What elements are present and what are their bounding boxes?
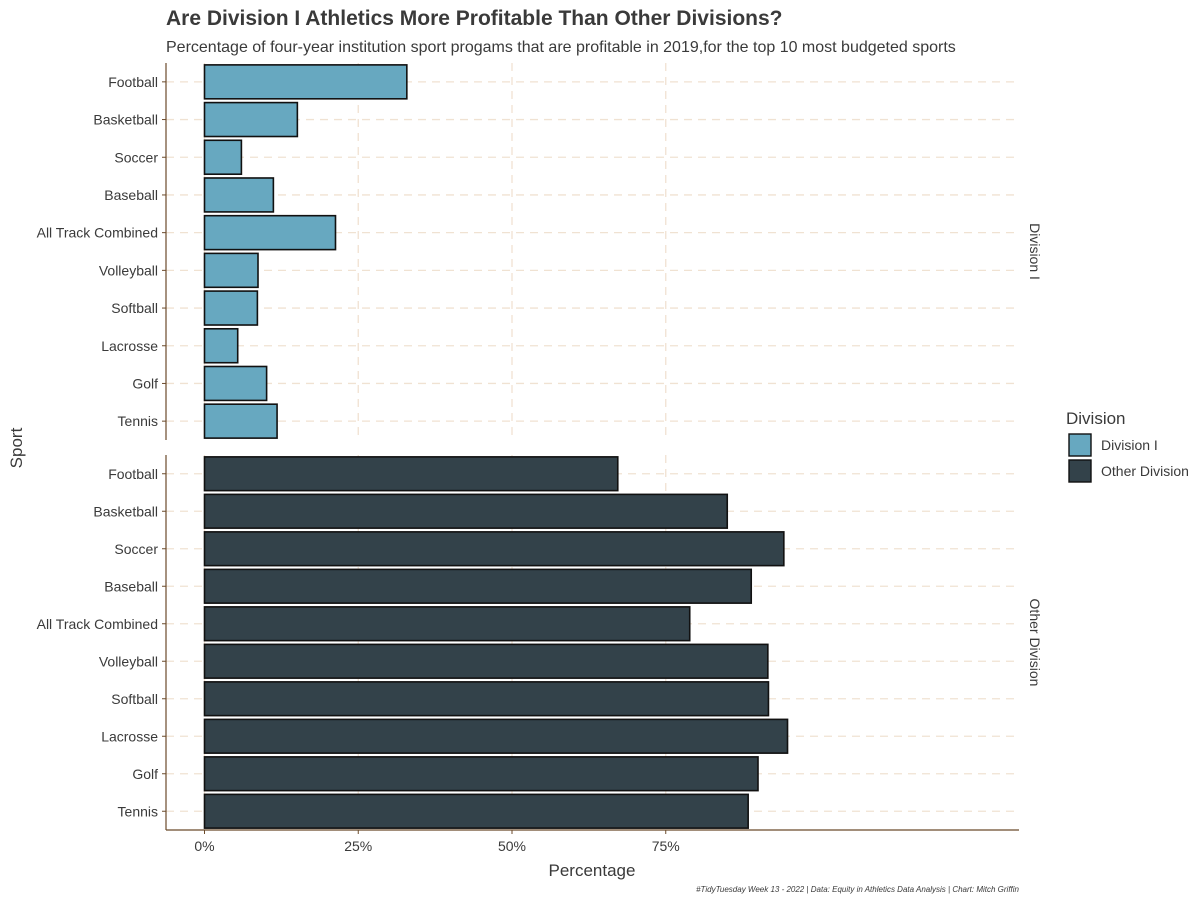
- bar-division-i-all-track-combined: [203, 214, 337, 251]
- bar-division-i-lacrosse: [203, 327, 239, 364]
- bar-other-division-all-track-combined: [203, 606, 691, 642]
- x-tick-label: 50%: [498, 838, 526, 854]
- y-tick-label: Lacrosse: [101, 728, 158, 744]
- y-tick-label: All Track Combined: [37, 616, 158, 632]
- facet-panel-other-division: Football Basketball Soccer Baseball All Trac…: [37, 455, 1043, 830]
- chart-caption: #TidyTuesday Week 13 - 2022 | Data: Equi…: [696, 885, 1019, 894]
- bar-division-i-football: [203, 64, 408, 100]
- bar-other-division-lacrosse: [203, 718, 789, 754]
- x-axis: 0% 25% 50% 75%: [166, 829, 1019, 854]
- x-tick-label: 25%: [344, 838, 372, 854]
- chart-title: Are Division I Athletics More Profitable…: [166, 7, 783, 30]
- y-tick-label: Softball: [111, 300, 158, 316]
- y-tick-label: Tennis: [118, 413, 158, 429]
- y-tick-label: Football: [108, 74, 158, 90]
- bar-division-i-volleyball: [203, 252, 259, 289]
- x-tick-label: 75%: [652, 838, 680, 854]
- y-tick-label: Soccer: [114, 149, 158, 165]
- y-tick-label: Volleyball: [99, 262, 158, 278]
- y-tick-label: Lacrosse: [101, 338, 158, 354]
- y-tick-label: Softball: [111, 691, 158, 707]
- bar-division-i-golf: [203, 365, 268, 402]
- y-tick-label: Golf: [132, 766, 158, 782]
- x-tick-label: 0%: [194, 838, 214, 854]
- y-tick-label: Baseball: [104, 187, 158, 203]
- legend: Division Division I Other Division: [1066, 409, 1189, 483]
- chart-subtitle: Percentage of four-year institution spor…: [166, 39, 956, 56]
- legend-swatch-other-division: [1068, 459, 1092, 483]
- y-axis-title: Sport: [7, 427, 26, 468]
- bar-other-division-softball: [203, 681, 770, 717]
- bar-other-division-baseball: [203, 568, 753, 604]
- x-axis-title: Percentage: [549, 861, 636, 880]
- legend-swatch-division-i: [1068, 433, 1092, 457]
- bar-other-division-tennis: [203, 793, 749, 829]
- legend-label-division-i: Division I: [1101, 437, 1158, 453]
- y-tick-label: Baseball: [104, 578, 158, 594]
- y-tick-label: Golf: [132, 375, 158, 391]
- legend-label-other-division: Other Division: [1101, 463, 1189, 479]
- legend-title: Division: [1066, 409, 1126, 428]
- bar-other-division-soccer: [203, 531, 785, 567]
- bar-division-i-basketball: [203, 101, 299, 138]
- bar-division-i-baseball: [203, 177, 275, 213]
- bar-division-i-tennis: [203, 403, 278, 439]
- bar-other-division-golf: [203, 756, 759, 792]
- bar-other-division-football: [203, 456, 619, 492]
- facet-strip-label: Other Division: [1027, 599, 1043, 687]
- y-tick-label: Tennis: [118, 803, 158, 819]
- bar-other-division-volleyball: [203, 643, 769, 679]
- y-tick-label: All Track Combined: [37, 225, 158, 241]
- bar-division-i-softball: [203, 290, 259, 326]
- bar-division-i-soccer: [203, 139, 243, 176]
- facet-panel-division-i: Football Basketball Soccer Baseball All Trac…: [37, 63, 1043, 440]
- y-tick-label: Soccer: [114, 541, 158, 557]
- facet-strip-label: Division I: [1027, 223, 1043, 280]
- y-tick-label: Basketball: [93, 503, 158, 519]
- y-tick-label: Football: [108, 466, 158, 482]
- y-tick-label: Volleyball: [99, 653, 158, 669]
- y-tick-label: Basketball: [93, 112, 158, 128]
- bar-other-division-basketball: [203, 493, 729, 529]
